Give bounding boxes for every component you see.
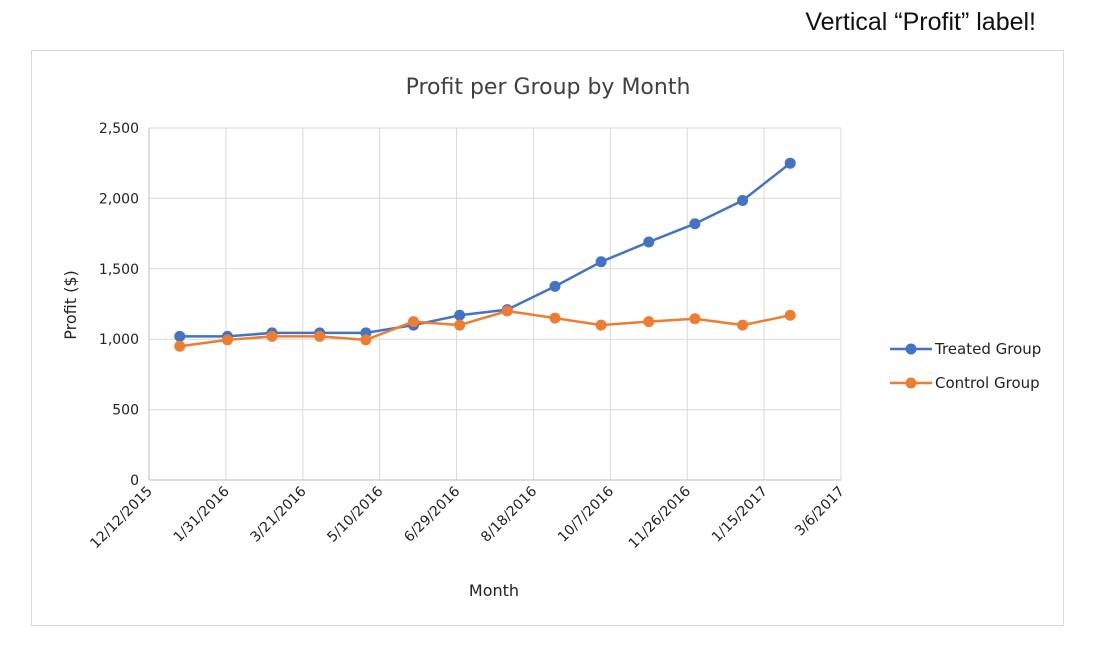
x-tick-label: 12/12/2015 xyxy=(87,484,155,552)
y-tick-label: 1,500 xyxy=(99,262,139,278)
x-tick-label: 10/7/2016 xyxy=(555,483,617,545)
data-point-control xyxy=(643,316,655,328)
data-point-control xyxy=(454,319,466,331)
legend-item-control: Control Group xyxy=(890,374,1040,392)
legend-label-treated: Treated Group xyxy=(934,340,1041,358)
x-axis-label: Month xyxy=(469,581,519,600)
data-point-control xyxy=(314,330,326,342)
series-lines xyxy=(174,157,796,352)
line-chart: 0 500 1,000 1,500 2,000 2,500 12/12/2015 1/31/2… xyxy=(61,75,1041,600)
data-point-treated xyxy=(737,195,749,207)
y-axis-label: Profit ($) xyxy=(61,270,80,339)
legend-item-treated: Treated Group xyxy=(890,340,1041,358)
data-point-control xyxy=(784,309,796,321)
chart-title: Profit per Group by Month xyxy=(406,75,691,100)
data-point-control xyxy=(266,330,278,342)
x-tick-label: 1/31/2016 xyxy=(171,483,233,545)
data-point-control xyxy=(407,316,419,328)
data-point-treated xyxy=(174,330,186,342)
data-point-treated xyxy=(549,280,561,292)
legend-swatch-treated-marker xyxy=(905,343,917,355)
series-line-control xyxy=(178,309,792,348)
x-tick-label: 6/29/2016 xyxy=(401,483,463,545)
data-point-control xyxy=(501,305,513,317)
data-point-treated xyxy=(689,218,701,230)
legend-swatch-control-marker xyxy=(905,377,917,389)
gridlines xyxy=(149,127,842,480)
data-point-control xyxy=(221,334,233,346)
x-tick-label: 8/18/2016 xyxy=(478,483,540,545)
x-tick-label: 3/6/2017 xyxy=(792,484,848,540)
x-tick-label: 11/26/2016 xyxy=(626,483,694,551)
data-point-treated xyxy=(595,256,607,268)
y-tick-label: 500 xyxy=(112,403,139,419)
data-point-treated xyxy=(454,309,466,321)
series-line-treated xyxy=(178,161,792,338)
y-tick-label: 2,500 xyxy=(99,121,139,137)
x-tick-label: 5/10/2016 xyxy=(324,483,386,545)
y-tick-label: 0 xyxy=(130,473,139,489)
axes xyxy=(148,128,841,481)
legend: Treated Group Control Group xyxy=(890,340,1041,392)
data-point-control xyxy=(360,334,372,346)
data-point-control xyxy=(595,319,607,331)
x-tick-label: 3/21/2016 xyxy=(248,483,310,545)
chart-area: 0 500 1,000 1,500 2,000 2,500 12/12/2015 1/31/2… xyxy=(31,50,1064,626)
data-point-control xyxy=(689,313,701,325)
data-point-treated xyxy=(643,236,655,248)
x-tick-label: 1/15/2017 xyxy=(709,484,771,546)
data-point-treated xyxy=(784,157,796,169)
y-tick-label: 1,000 xyxy=(99,332,139,348)
annotation-note: Vertical “Profit” label! xyxy=(805,8,1036,36)
data-point-control xyxy=(174,340,186,352)
data-point-control xyxy=(549,312,561,324)
y-tick-label: 2,000 xyxy=(99,191,139,207)
data-point-control xyxy=(737,319,749,331)
legend-label-control: Control Group xyxy=(935,374,1040,392)
